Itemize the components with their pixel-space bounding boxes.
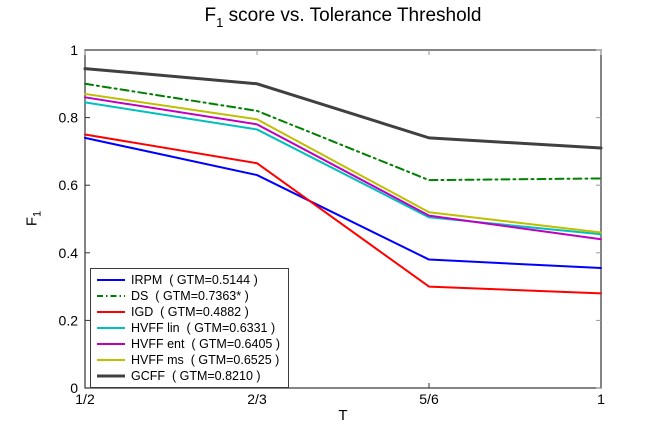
y-tick-label: 0 — [70, 380, 78, 396]
series-line-irpm — [84, 136, 602, 270]
axes-box — [84, 49, 602, 389]
legend-label: DS ( GTM=0.7363* ) — [131, 289, 249, 303]
series-line-gcff — [83, 67, 603, 150]
chart-title: F1 score vs. Tolerance Threshold — [85, 5, 601, 30]
legend-item-hvff-lin: HVFF lin ( GTM=0.6331 ) — [96, 320, 280, 336]
series-line-hvff-ms — [84, 92, 602, 234]
legend-line-sample — [97, 343, 125, 345]
legend-line-sample — [97, 295, 125, 297]
legend-line-sample — [97, 311, 125, 313]
legend-line-sample — [97, 374, 125, 378]
x-tick-label: 1 — [597, 391, 605, 407]
legend-label: HVFF lin ( GTM=0.6331 ) — [131, 321, 276, 335]
legend-line-sample — [97, 327, 125, 329]
legend-label: IRPM ( GTM=0.5144 ) — [131, 273, 258, 287]
legend-label: GCFF ( GTM=0.8210 ) — [131, 369, 261, 383]
legend-label: IGD ( GTM=0.4882 ) — [131, 305, 249, 319]
legend-line-sample — [97, 359, 125, 361]
legend-item-irpm: IRPM ( GTM=0.5144 ) — [96, 272, 280, 288]
title-prefix: F — [204, 5, 217, 26]
legend-line-sample — [97, 279, 125, 281]
y-tick-label: 0.2 — [59, 312, 79, 328]
x-axis-label: T — [338, 407, 348, 424]
y-tick-label: 0.6 — [59, 177, 79, 193]
series-line-hvff-ent — [84, 96, 602, 241]
legend-item-hvff-ms: HVFF ms ( GTM=0.6525 ) — [96, 352, 280, 368]
y-tick-label: 1 — [70, 42, 78, 58]
legend-item-igd: IGD ( GTM=0.4882 ) — [96, 304, 280, 320]
series-line-igd — [84, 133, 602, 295]
legend-label: HVFF ent ( GTM=0.6405 ) — [131, 337, 281, 351]
y-tick-label: 0.4 — [59, 245, 79, 261]
title-rest: score vs. Tolerance Threshold — [223, 5, 482, 26]
y-tick-label: 0.8 — [59, 110, 79, 126]
legend-item-hvff-ent: HVFF ent ( GTM=0.6405 ) — [96, 336, 280, 352]
series-line-ds — [84, 82, 602, 182]
x-tick-label: 5/6 — [419, 391, 439, 407]
series-line-hvff-lin — [84, 101, 602, 236]
x-tick-label: 2/3 — [247, 391, 267, 407]
legend: IRPM ( GTM=0.5144 ) DS ( GTM=0.7363* ) IGD… — [90, 268, 290, 388]
x-tick-label: 1/2 — [75, 391, 95, 407]
legend-item-ds: DS ( GTM=0.7363* ) — [96, 288, 280, 304]
title-subscript: 1 — [216, 15, 224, 30]
legend-label: HVFF ms ( GTM=0.6525 ) — [131, 353, 280, 367]
legend-item-gcff: GCFF ( GTM=0.8210 ) — [96, 368, 280, 384]
